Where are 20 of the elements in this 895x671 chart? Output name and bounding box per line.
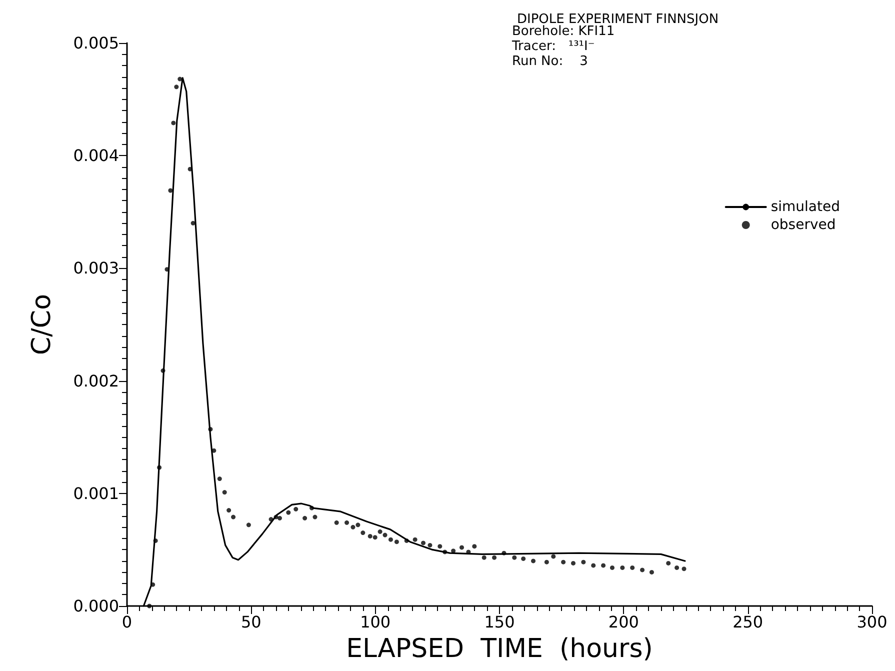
x-tick-label: 300 (856, 612, 888, 632)
x-tick-label: 100 (360, 612, 391, 632)
y-tick-label: 0.005 (73, 34, 119, 52)
y-tick-label: 0.001 (73, 484, 119, 503)
annotation: Tracer: ¹³¹I⁻ (511, 39, 595, 54)
y-tick-label: 0.004 (73, 146, 119, 166)
x-tick-label: 50 (240, 612, 262, 632)
x-tick-label: 0 (122, 612, 132, 632)
x-axis-title: ELAPSED TIME (hours) (346, 634, 653, 664)
y-tick-label: 0.002 (73, 371, 119, 390)
x-tick-label: 150 (484, 612, 515, 632)
x-tick-label: 250 (732, 612, 764, 632)
y-tick-label: 0.000 (73, 596, 119, 616)
x-tick-label: 200 (608, 612, 639, 632)
legend-label: simulated (770, 199, 840, 215)
y-axis-title: C/Co (27, 294, 57, 355)
y-tick-label: 0.003 (73, 258, 119, 278)
legend-label: observed (770, 217, 836, 233)
text: Borehole: KFI11 (512, 24, 615, 39)
annotation: Run No: 3 (512, 54, 588, 69)
